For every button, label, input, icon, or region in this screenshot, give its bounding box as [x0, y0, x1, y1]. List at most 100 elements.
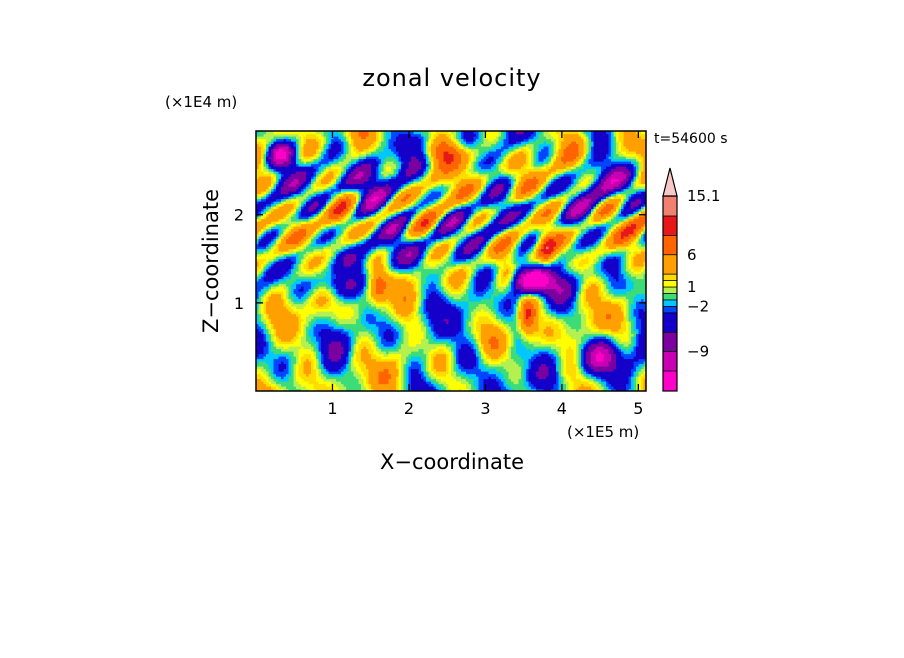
heatmap-cell: [353, 376, 357, 380]
heatmap-cell: [563, 341, 567, 345]
heatmap-cell: [638, 381, 642, 385]
heatmap-cell: [308, 331, 312, 335]
heatmap-cell: [418, 373, 422, 377]
heatmap-cell: [571, 381, 575, 385]
heatmap-cell: [391, 366, 395, 370]
heatmap-cell: [481, 331, 485, 335]
heatmap-cell: [611, 346, 615, 350]
heatmap-cell: [596, 366, 600, 370]
heatmap-cell: [386, 386, 390, 390]
heatmap-cell: [508, 353, 512, 357]
heatmap-cell: [616, 383, 620, 387]
heatmap-cell: [353, 383, 357, 387]
heatmap-cell: [416, 316, 420, 320]
heatmap-cell: [561, 378, 565, 382]
heatmap-cell: [298, 356, 302, 360]
heatmap-cell: [438, 373, 442, 377]
heatmap-cell: [591, 366, 595, 370]
heatmap-cell: [441, 328, 445, 332]
heatmap-cell: [501, 356, 505, 360]
heatmap-cell: [308, 313, 312, 317]
heatmap-cell: [388, 318, 392, 322]
heatmap-cell: [291, 358, 295, 362]
heatmap-cell: [413, 371, 417, 375]
heatmap-cell: [433, 383, 437, 387]
heatmap-cell: [603, 316, 607, 320]
heatmap-cell: [568, 343, 572, 347]
heatmap-cell: [271, 366, 275, 370]
heatmap-cell: [578, 386, 582, 390]
heatmap-cell: [576, 328, 580, 332]
heatmap-cell: [618, 328, 622, 332]
heatmap-cell: [313, 373, 317, 377]
heatmap-cell: [603, 381, 607, 385]
heatmap-cell: [598, 346, 602, 350]
heatmap-cell: [396, 323, 400, 327]
heatmap-cell: [636, 323, 640, 327]
heatmap-cell: [336, 341, 340, 345]
heatmap-cell: [513, 376, 517, 380]
heatmap-cell: [266, 378, 270, 382]
heatmap-cell: [463, 313, 467, 317]
heatmap-cell: [438, 311, 442, 315]
heatmap-cell: [606, 331, 610, 335]
heatmap-cell: [316, 316, 320, 320]
heatmap-cell: [573, 353, 577, 357]
heatmap-cell: [623, 338, 627, 342]
heatmap-cell: [271, 348, 275, 352]
heatmap-cell: [438, 338, 442, 342]
heatmap-cell: [588, 378, 592, 382]
heatmap-cell: [401, 361, 405, 365]
heatmap-cell: [461, 356, 465, 360]
heatmap-cell: [568, 371, 572, 375]
heatmap-cell: [363, 348, 367, 352]
heatmap-cell: [521, 333, 525, 337]
heatmap-cell: [313, 388, 317, 391]
heatmap-cell: [378, 338, 382, 342]
heatmap-cell: [281, 368, 285, 372]
heatmap-cell: [476, 316, 480, 320]
heatmap-cell: [418, 383, 422, 387]
heatmap-cell: [591, 376, 595, 380]
heatmap-cell: [456, 371, 460, 375]
heatmap-cell: [288, 336, 292, 340]
heatmap-cell: [638, 331, 642, 335]
heatmap-cell: [578, 311, 582, 315]
heatmap-cell: [426, 338, 430, 342]
heatmap-cell: [363, 338, 367, 342]
heatmap-cell: [546, 348, 550, 352]
heatmap-cell: [531, 326, 535, 330]
heatmap-cell: [541, 321, 545, 325]
heatmap-cell: [611, 353, 615, 357]
heatmap-cell: [616, 336, 620, 340]
heatmap-cell: [396, 353, 400, 357]
heatmap-cell: [568, 328, 572, 332]
heatmap-cell: [406, 373, 410, 377]
heatmap-cell: [461, 341, 465, 345]
heatmap-cell: [388, 328, 392, 332]
heatmap-cell: [448, 336, 452, 340]
heatmap-cell: [433, 338, 437, 342]
heatmap-cell: [523, 313, 527, 317]
heatmap-cell: [593, 383, 597, 387]
heatmap-cell: [488, 341, 492, 345]
heatmap-cell: [561, 321, 565, 325]
heatmap-cell: [536, 381, 540, 385]
heatmap-cell: [303, 328, 307, 332]
heatmap-cell: [506, 311, 510, 315]
heatmap-cell: [521, 366, 525, 370]
heatmap-cell: [576, 366, 580, 370]
heatmap-cell: [303, 376, 307, 380]
heatmap-cell: [331, 353, 335, 357]
heatmap-cell: [558, 328, 562, 332]
heatmap-cell: [476, 343, 480, 347]
heatmap-cell: [603, 356, 607, 360]
heatmap-cell: [468, 376, 472, 380]
heatmap-cell: [566, 321, 570, 325]
heatmap-cell: [316, 363, 320, 367]
heatmap-cell: [313, 333, 317, 337]
heatmap-cell: [568, 321, 572, 325]
heatmap-cell: [601, 388, 605, 391]
heatmap-cell: [416, 381, 420, 385]
heatmap-cell: [438, 386, 442, 390]
